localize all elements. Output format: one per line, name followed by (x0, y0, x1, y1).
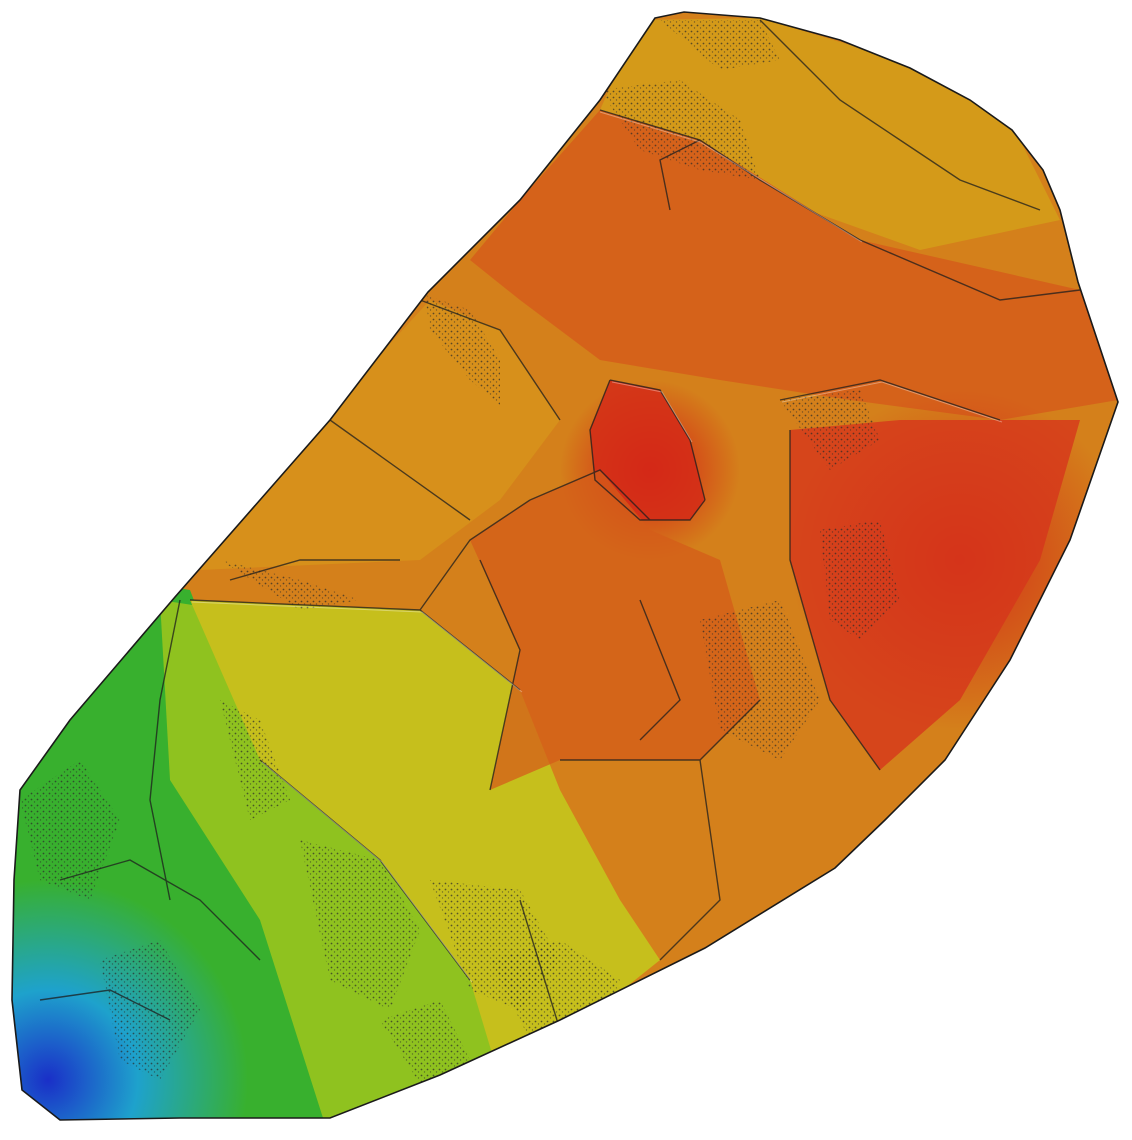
hillshade-edges (39, 19, 1081, 1031)
rough-terrain (20, 20, 900, 1100)
hillshade-highlights (191, 111, 1003, 983)
survey-boundary (11, 11, 1119, 1121)
